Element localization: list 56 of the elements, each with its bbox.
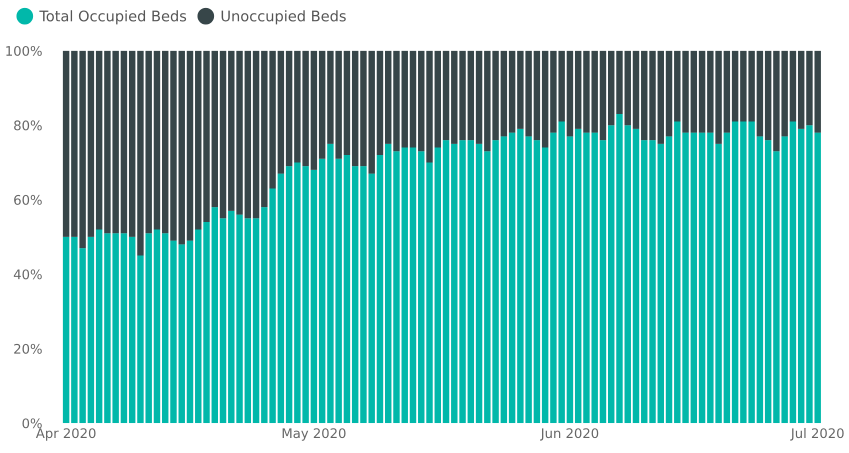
bar [402, 50, 408, 148]
bar [608, 125, 614, 424]
legend-label: Total Occupied Beds [39, 10, 186, 24]
bar [434, 148, 441, 424]
bar [814, 132, 821, 424]
bar [418, 151, 424, 424]
bar [632, 50, 640, 129]
x-tick-label: May 2020 [282, 428, 346, 441]
bar [212, 50, 218, 208]
bar [186, 50, 194, 241]
x-tick-label: Apr 2020 [36, 428, 96, 441]
y-tick-label: 60% [14, 194, 42, 205]
bar [393, 151, 400, 424]
bar [178, 50, 185, 244]
bar [402, 148, 408, 424]
bar [186, 240, 194, 424]
bar [624, 125, 631, 424]
bar [649, 50, 656, 140]
y-tick-label: 100% [6, 46, 42, 56]
bar [212, 207, 218, 424]
bar [178, 244, 185, 424]
bar [616, 50, 623, 114]
bar [616, 114, 623, 424]
bar [170, 50, 177, 241]
bar [641, 50, 648, 140]
y-tick-label: 40% [14, 269, 42, 280]
bar [385, 144, 392, 424]
x-tick-label: Jul 2020 [790, 428, 844, 441]
bar [203, 50, 210, 222]
bar [649, 140, 656, 424]
y-tick-label: 0% [22, 418, 42, 428]
bar [203, 222, 210, 424]
bar [632, 128, 640, 424]
bar [162, 50, 168, 234]
bar [434, 50, 441, 148]
bar [385, 50, 392, 144]
bar [658, 50, 664, 144]
bar [170, 240, 177, 424]
bar [814, 50, 821, 133]
x-tick-label: Jun 2020 [540, 428, 598, 441]
bar [195, 229, 202, 424]
bar [393, 50, 400, 152]
bar [162, 233, 168, 424]
bar [410, 50, 416, 148]
bar [195, 50, 202, 230]
bar [624, 50, 631, 126]
bar [410, 148, 416, 424]
y-tick-label: 80% [14, 120, 42, 130]
bar [426, 50, 433, 162]
y-tick-label: 20% [14, 344, 42, 354]
bar [658, 144, 664, 424]
bar [426, 162, 433, 424]
bar [641, 140, 648, 424]
bar [608, 50, 614, 126]
legend-label: Unoccupied Beds [222, 10, 346, 24]
bar [418, 50, 424, 152]
